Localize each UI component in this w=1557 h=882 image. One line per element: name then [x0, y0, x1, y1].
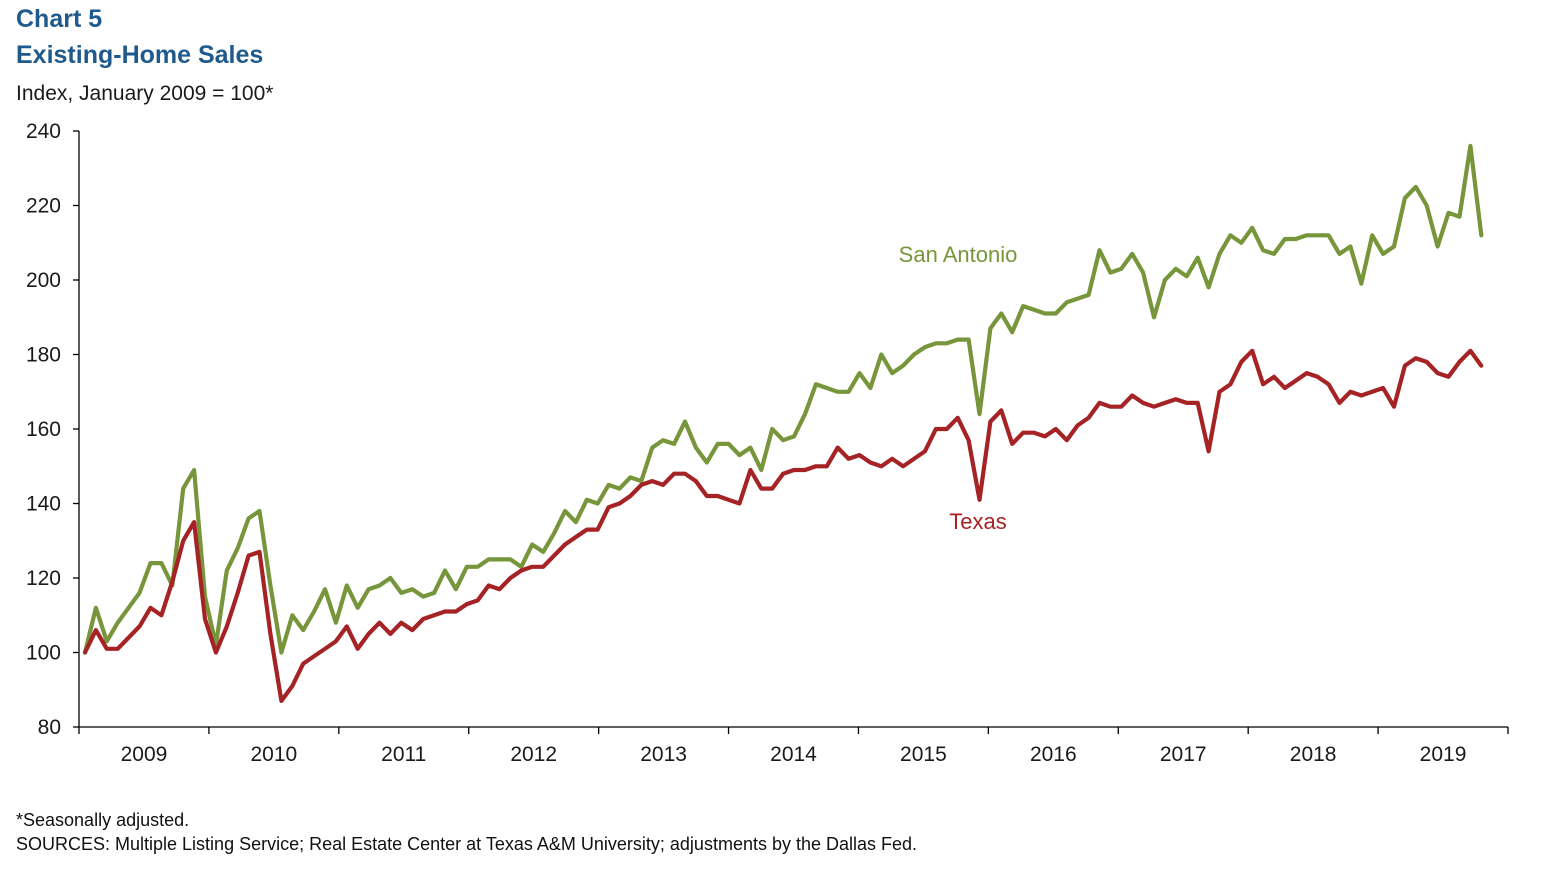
- footnote: *Seasonally adjusted.: [16, 810, 190, 830]
- y-tick-label: 160: [26, 418, 61, 441]
- x-tick-label: 2018: [1290, 743, 1337, 766]
- texas-series-line: [82, 348, 1484, 704]
- x-tick-label: 2010: [251, 743, 298, 766]
- san-antonio-series-label: San Antonio: [899, 242, 1018, 267]
- y-tick-label: 100: [26, 642, 61, 665]
- x-tick-label: 2014: [770, 743, 817, 766]
- texas-series-label: Texas: [949, 509, 1006, 534]
- san-antonio-series-line: [82, 143, 1484, 655]
- sources-note: SOURCES: Multiple Listing Service; Real …: [16, 834, 918, 854]
- y-tick-label: 80: [38, 716, 61, 739]
- x-tick-label: 2013: [640, 743, 687, 766]
- chart-title: Existing-Home Sales: [16, 41, 264, 69]
- y-tick-label: 180: [26, 344, 61, 367]
- y-tick-label: 120: [26, 567, 61, 590]
- x-tick-label: 2017: [1160, 743, 1207, 766]
- chart-number: Chart 5: [16, 5, 103, 33]
- x-tick-label: 2012: [510, 743, 557, 766]
- y-tick-label: 200: [26, 269, 61, 292]
- x-tick-label: 2016: [1030, 743, 1077, 766]
- x-tick-label: 2019: [1420, 743, 1467, 766]
- x-tick-label: 2015: [900, 743, 947, 766]
- y-tick-label: 140: [26, 493, 61, 516]
- x-tick-label: 2009: [121, 743, 168, 766]
- y-tick-label: 220: [26, 195, 61, 218]
- y-tick-label: 240: [26, 120, 61, 143]
- y-axis-unit-label: Index, January 2009 = 100*: [16, 82, 274, 105]
- x-tick-label: 2011: [381, 743, 426, 766]
